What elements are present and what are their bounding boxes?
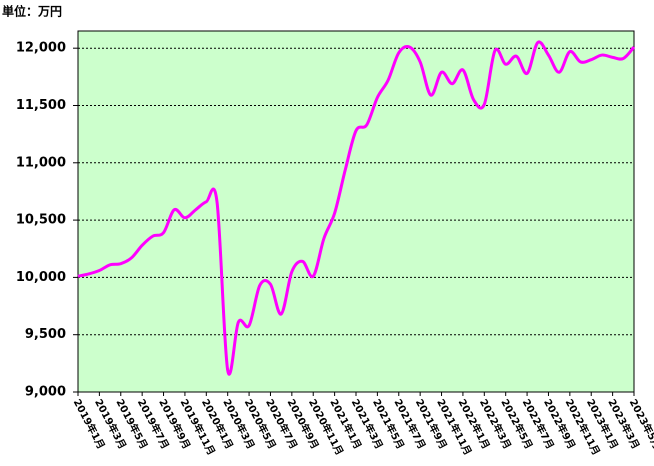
y-tick-label: 11,500: [16, 98, 66, 113]
plot-area: [77, 30, 635, 393]
y-tick-label: 9,000: [25, 385, 66, 400]
y-tick-label: 12,000: [16, 41, 66, 56]
y-tick-label: 10,500: [16, 213, 66, 228]
y-tick-label: 11,000: [16, 155, 66, 170]
y-tick-label: 10,000: [16, 270, 66, 285]
unit-label: 単位：万円: [2, 4, 62, 19]
line: [77, 40, 636, 376]
y-tick-label: 9,500: [25, 327, 66, 342]
